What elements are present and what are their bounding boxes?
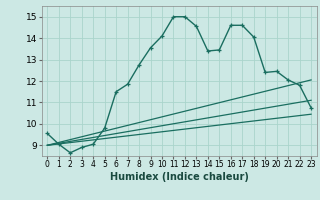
X-axis label: Humidex (Indice chaleur): Humidex (Indice chaleur) bbox=[110, 172, 249, 182]
